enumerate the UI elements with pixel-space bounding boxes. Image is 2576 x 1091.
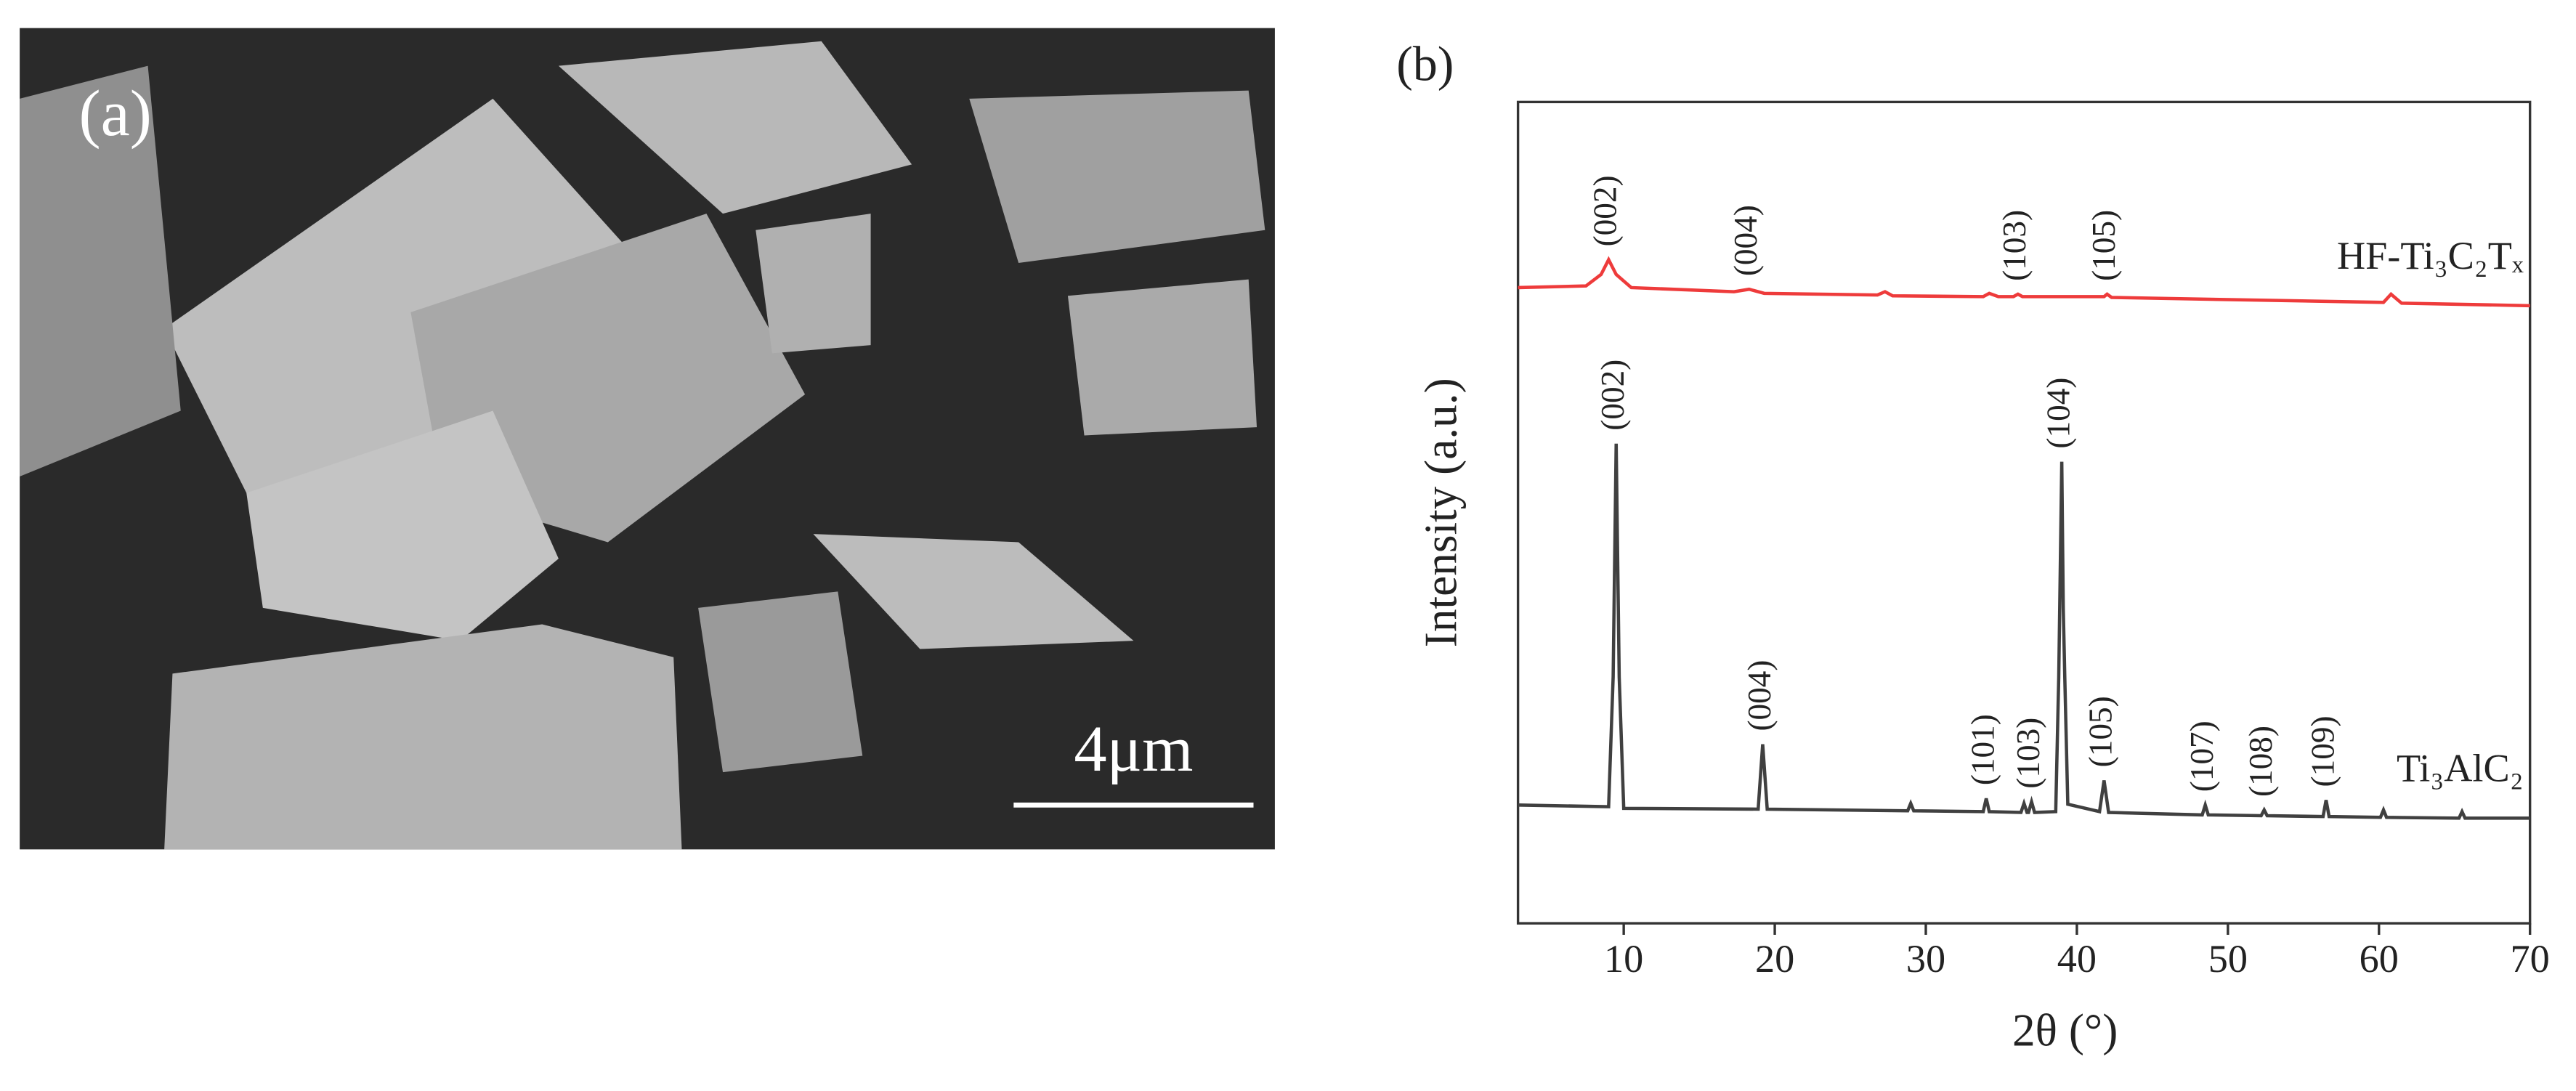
x-tick-label: 20 — [1755, 937, 1794, 981]
peak-label: (002) — [1587, 175, 1624, 246]
peak-label: (103) — [2010, 718, 2046, 789]
peak-label: (101) — [1965, 714, 2001, 785]
panel-label: (a) — [79, 76, 152, 150]
peak-label: (004) — [1728, 205, 1764, 276]
peak-label: (109) — [2304, 715, 2341, 787]
sem-grain — [1067, 279, 1257, 436]
x-tick-label: 50 — [2208, 937, 2248, 981]
sem-grain — [969, 90, 1265, 264]
peak-label: (103) — [1996, 210, 2033, 281]
peak-label: (002) — [1595, 360, 1631, 431]
sem-grain — [558, 41, 912, 214]
peak-label: (104) — [2040, 378, 2076, 449]
series-line — [1518, 256, 2530, 308]
x-tick-label: 60 — [2360, 937, 2399, 981]
sem-image: (a) 4μm — [20, 28, 1275, 850]
x-axis-label: 2θ (°) — [2012, 1005, 2118, 1055]
sem-grain — [698, 591, 863, 773]
panel-label: (b) — [1396, 37, 1454, 92]
scale-bar-label: 4μm — [1074, 712, 1193, 785]
sem-grain — [246, 410, 559, 641]
sem-grain — [756, 214, 871, 354]
series-line — [1518, 443, 2530, 820]
series-label: HF-Ti₃C₂Tₓ — [2337, 234, 2524, 277]
series-label: Ti₃AlC₂ — [2397, 747, 2524, 790]
y-axis-label: Intensity (a.u.) — [1416, 378, 1467, 647]
peak-label: (108) — [2243, 726, 2279, 797]
peak-label: (004) — [1741, 660, 1778, 731]
x-tick-label: 40 — [2057, 937, 2097, 981]
sem-grain — [164, 98, 641, 493]
peak-label: (105) — [2086, 210, 2122, 281]
sem-grain — [164, 624, 682, 850]
peak-label: (105) — [2083, 696, 2119, 767]
sem-grain — [20, 65, 181, 477]
plot-frame — [1516, 100, 2532, 925]
peak-label: (107) — [2184, 721, 2220, 792]
x-tick-label: 70 — [2511, 937, 2550, 981]
x-tick-label: 30 — [1906, 937, 1945, 981]
x-tick-label: 10 — [1604, 937, 1643, 981]
